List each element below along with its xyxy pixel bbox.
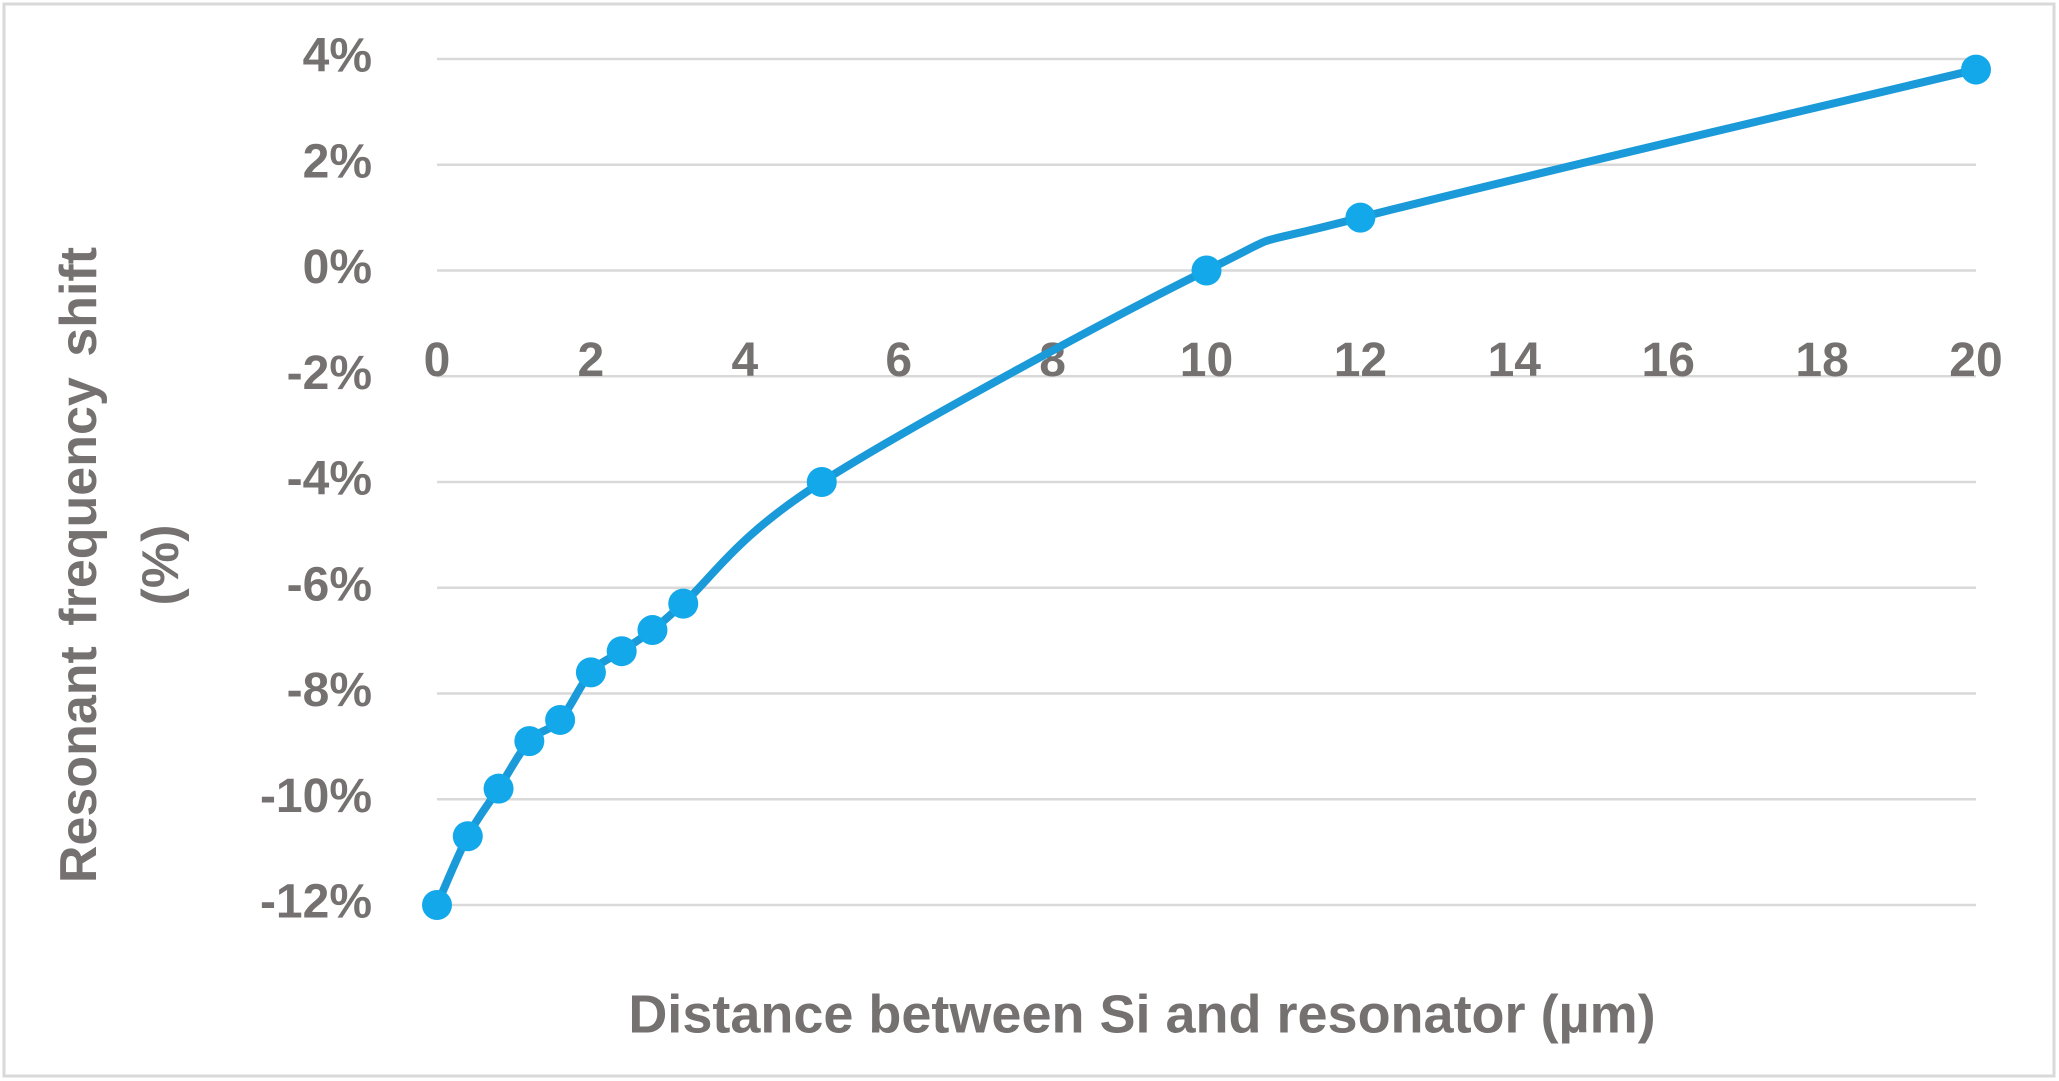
x-axis-title: Distance between Si and resonator (µm) xyxy=(628,984,1655,1044)
x-tick-label: 12 xyxy=(1334,334,1387,387)
x-tick-label: 4 xyxy=(731,334,758,387)
x-tick-label: 6 xyxy=(885,334,912,387)
x-tick-label: 0 xyxy=(424,334,451,387)
line xyxy=(433,65,1977,907)
x-tick-label: 20 xyxy=(1949,334,2002,387)
x-tick-label: 2 xyxy=(578,334,605,387)
marker xyxy=(637,615,668,646)
marker xyxy=(1191,255,1222,286)
x-tick-label: 10 xyxy=(1180,334,1233,387)
y-tick-label: -4% xyxy=(287,453,372,506)
marker xyxy=(1345,202,1376,233)
marker xyxy=(668,588,699,619)
marker xyxy=(545,704,576,735)
x-tick-label: 18 xyxy=(1795,334,1848,387)
marker xyxy=(514,726,545,757)
marker xyxy=(1961,54,1991,85)
y-axis-title: Resonant frequency shift (%) xyxy=(50,246,190,884)
marker xyxy=(806,467,837,497)
marker xyxy=(452,821,483,852)
y-tick-label: -8% xyxy=(287,664,372,717)
marker xyxy=(422,890,452,920)
y-tick-label: -12% xyxy=(260,876,372,929)
y-tick-label: 0% xyxy=(303,241,372,294)
marker xyxy=(483,773,514,804)
y-tick-label: -6% xyxy=(287,558,372,611)
y-tick-label: -10% xyxy=(260,770,372,823)
y-tick-label: 4% xyxy=(303,30,372,83)
y-tick-label: 2% xyxy=(303,135,372,188)
marker xyxy=(606,636,637,667)
marker xyxy=(575,657,606,688)
x-tick-label: 14 xyxy=(1488,334,1542,387)
x-tick-label: 16 xyxy=(1642,334,1695,387)
y-tick-label: -2% xyxy=(287,347,372,400)
